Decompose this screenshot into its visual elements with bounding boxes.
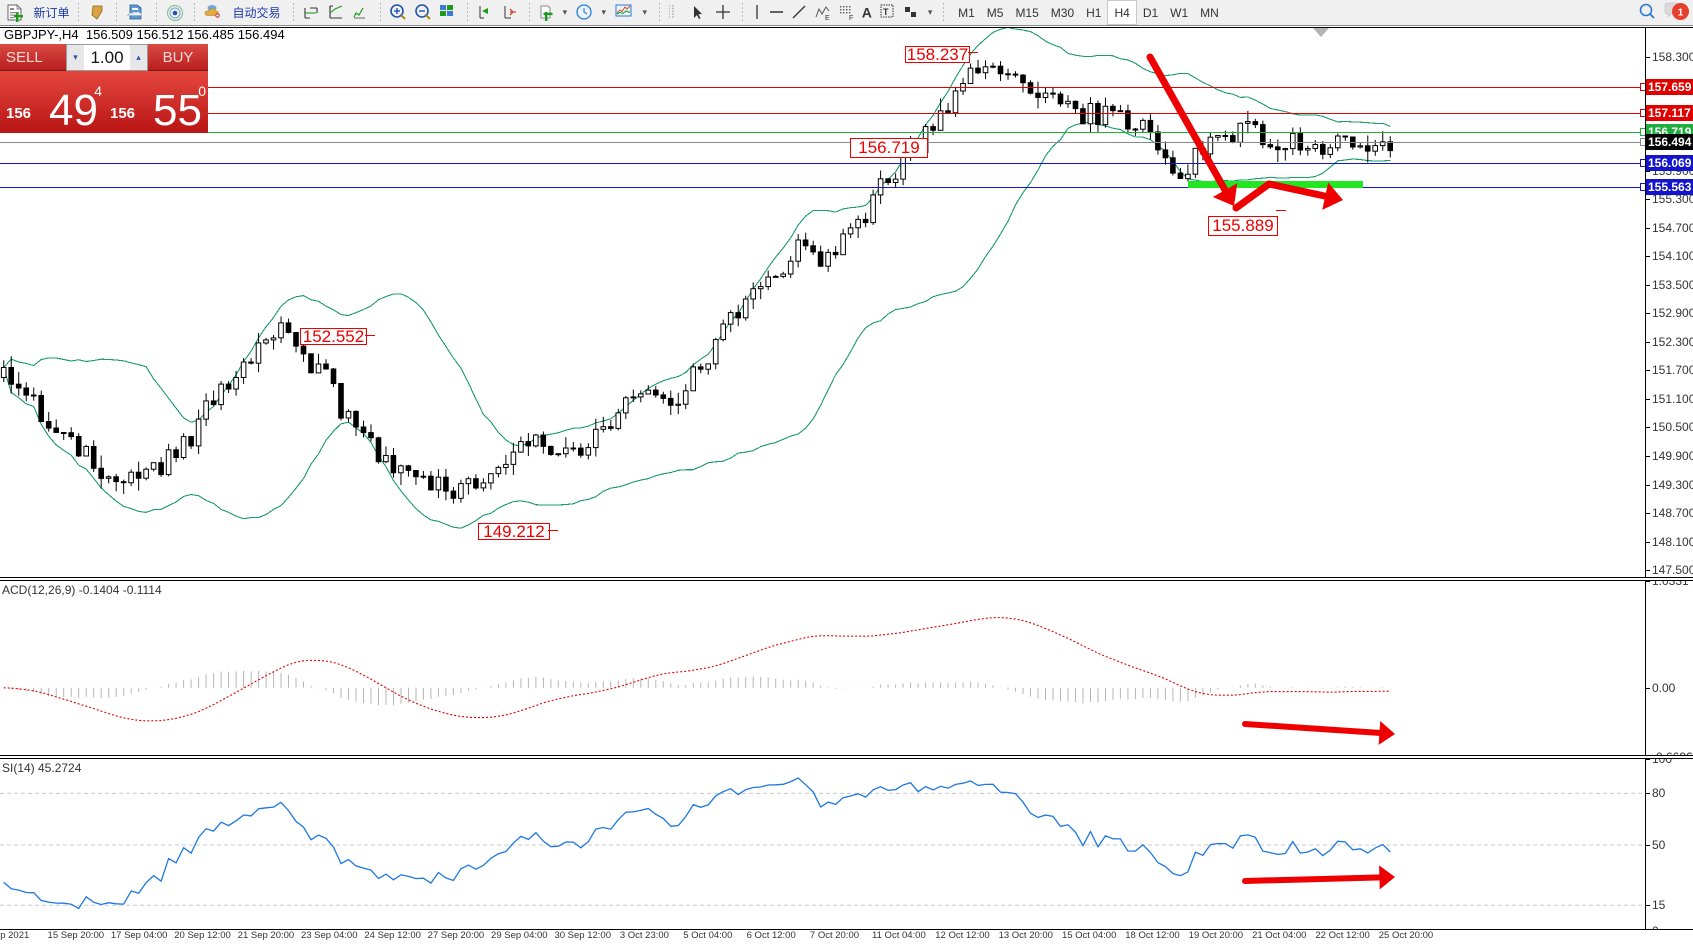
svg-text:1: 1 bbox=[1678, 7, 1684, 18]
svg-text:T: T bbox=[883, 7, 889, 17]
svg-text:F: F bbox=[849, 15, 853, 22]
svg-text:E: E bbox=[825, 15, 830, 22]
